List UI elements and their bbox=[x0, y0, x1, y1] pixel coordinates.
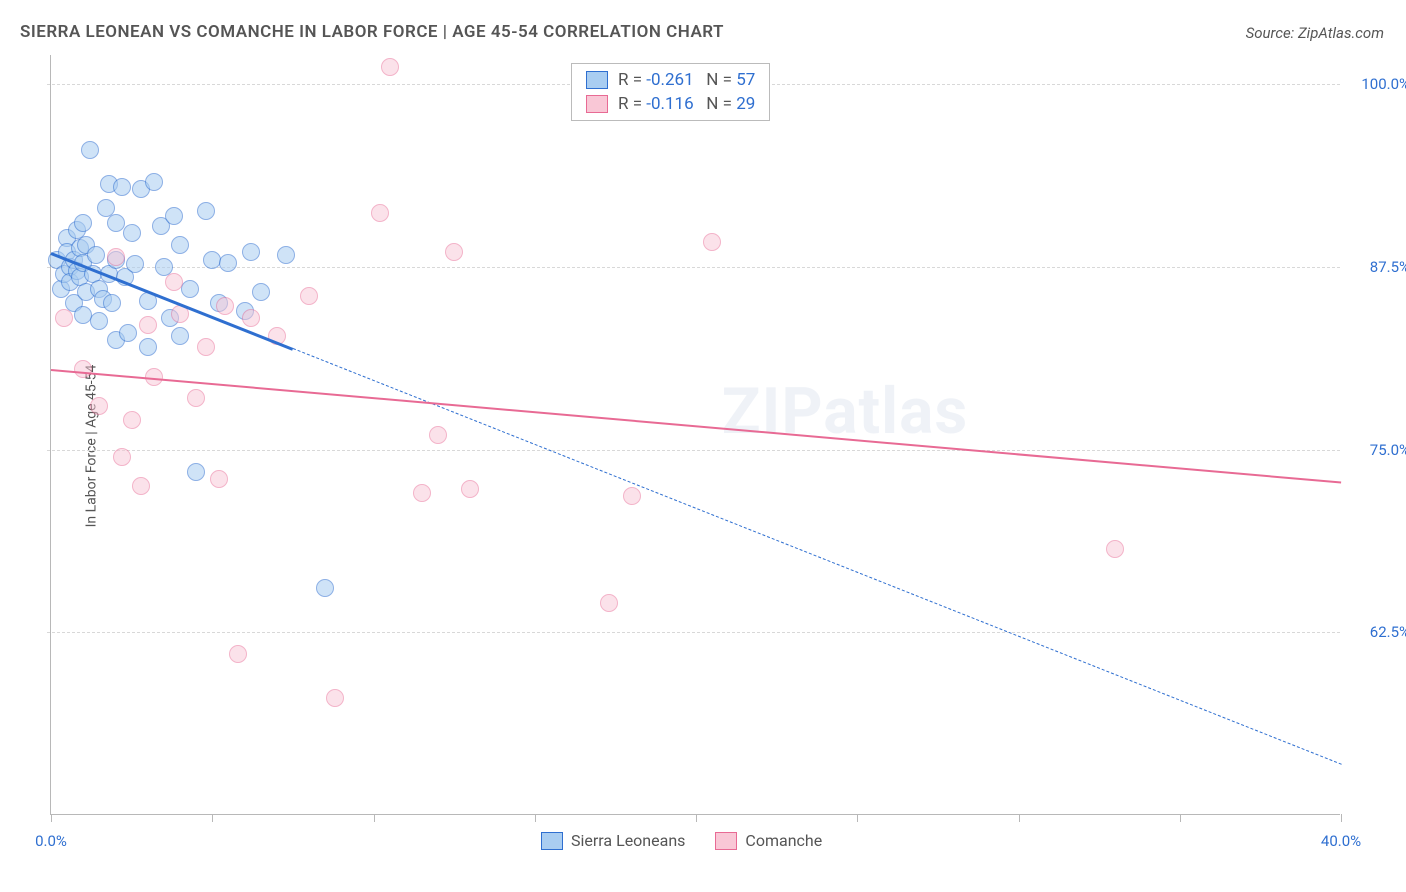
legend-swatch bbox=[715, 832, 737, 850]
data-point bbox=[90, 397, 108, 415]
trend-line bbox=[293, 348, 1341, 765]
data-point bbox=[181, 280, 199, 298]
gridline bbox=[47, 450, 1340, 451]
x-tick bbox=[212, 814, 213, 822]
data-point bbox=[252, 283, 270, 301]
data-point bbox=[197, 338, 215, 356]
correlation-legend: R = -0.261 N = 57 R = -0.116 N = 29 bbox=[571, 63, 770, 121]
data-point bbox=[242, 243, 260, 261]
data-point bbox=[123, 224, 141, 242]
data-point bbox=[145, 173, 163, 191]
gridline bbox=[47, 267, 1340, 268]
legend-swatch bbox=[586, 71, 608, 89]
data-point bbox=[171, 236, 189, 254]
legend-label: Sierra Leoneans bbox=[571, 831, 685, 850]
data-point bbox=[1106, 540, 1124, 558]
legend-label: Comanche bbox=[745, 831, 822, 850]
plot-area: ZIPatlas 100.0%87.5%75.0%62.5%0.0%40.0%R… bbox=[50, 55, 1340, 815]
data-point bbox=[55, 309, 73, 327]
x-tick bbox=[535, 814, 536, 822]
data-point bbox=[210, 470, 228, 488]
data-point bbox=[216, 297, 234, 315]
x-tick bbox=[857, 814, 858, 822]
data-point bbox=[429, 426, 447, 444]
correlation-chart: SIERRA LEONEAN VS COMANCHE IN LABOR FORC… bbox=[0, 0, 1406, 892]
x-tick bbox=[51, 814, 52, 822]
data-point bbox=[165, 273, 183, 291]
legend-swatch bbox=[541, 832, 563, 850]
data-point bbox=[107, 214, 125, 232]
source-attribution: Source: ZipAtlas.com bbox=[1246, 24, 1384, 42]
data-point bbox=[139, 338, 157, 356]
data-point bbox=[90, 312, 108, 330]
data-point bbox=[326, 689, 344, 707]
data-point bbox=[126, 255, 144, 273]
x-tick bbox=[1180, 814, 1181, 822]
data-point bbox=[107, 248, 125, 266]
data-point bbox=[139, 316, 157, 334]
data-point bbox=[703, 233, 721, 251]
data-point bbox=[113, 178, 131, 196]
y-tick-label: 87.5% bbox=[1350, 258, 1406, 276]
chart-title: SIERRA LEONEAN VS COMANCHE IN LABOR FORC… bbox=[20, 22, 724, 42]
data-point bbox=[203, 251, 221, 269]
data-point bbox=[219, 254, 237, 272]
data-point bbox=[381, 58, 399, 76]
data-point bbox=[197, 202, 215, 220]
data-point bbox=[113, 448, 131, 466]
x-tick bbox=[1341, 814, 1342, 822]
x-tick-label: 0.0% bbox=[35, 832, 67, 850]
data-point bbox=[171, 327, 189, 345]
legend-stats: R = -0.261 N = 57 bbox=[618, 70, 755, 90]
data-point bbox=[277, 246, 295, 264]
legend-row: R = -0.116 N = 29 bbox=[586, 94, 755, 114]
data-point bbox=[187, 389, 205, 407]
x-tick bbox=[1019, 814, 1020, 822]
x-tick-label: 40.0% bbox=[1321, 832, 1361, 850]
data-point bbox=[119, 324, 137, 342]
data-point bbox=[316, 579, 334, 597]
legend-row: R = -0.261 N = 57 bbox=[586, 70, 755, 90]
data-point bbox=[413, 484, 431, 502]
x-tick bbox=[696, 814, 697, 822]
y-tick-label: 75.0% bbox=[1350, 441, 1406, 459]
legend-stats: R = -0.116 N = 29 bbox=[618, 94, 755, 114]
trend-line bbox=[51, 369, 1341, 484]
data-point bbox=[81, 141, 99, 159]
data-point bbox=[300, 287, 318, 305]
data-point bbox=[165, 207, 183, 225]
data-point bbox=[74, 360, 92, 378]
legend-item: Comanche bbox=[715, 831, 822, 850]
data-point bbox=[74, 214, 92, 232]
x-tick bbox=[374, 814, 375, 822]
data-point bbox=[229, 645, 247, 663]
data-point bbox=[87, 246, 105, 264]
gridline bbox=[47, 632, 1340, 633]
data-point bbox=[103, 294, 121, 312]
data-point bbox=[600, 594, 618, 612]
data-point bbox=[123, 411, 141, 429]
data-point bbox=[461, 480, 479, 498]
y-tick-label: 100.0% bbox=[1350, 75, 1406, 93]
data-point bbox=[445, 243, 463, 261]
data-point bbox=[187, 463, 205, 481]
data-point bbox=[623, 487, 641, 505]
series-legend: Sierra Leoneans Comanche bbox=[541, 831, 822, 850]
y-tick-label: 62.5% bbox=[1350, 623, 1406, 641]
legend-swatch bbox=[586, 95, 608, 113]
data-point bbox=[371, 204, 389, 222]
data-point bbox=[132, 477, 150, 495]
data-point bbox=[242, 309, 260, 327]
legend-item: Sierra Leoneans bbox=[541, 831, 685, 850]
